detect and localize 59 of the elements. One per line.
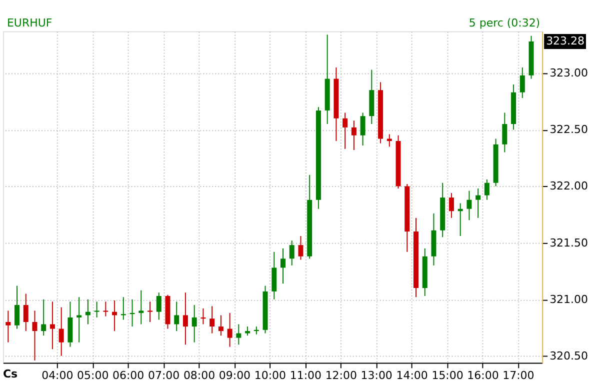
x-tick-label: 10:00 <box>254 369 286 382</box>
candlestick <box>32 310 38 361</box>
candlestick <box>298 236 304 260</box>
y-tick-label: 322.00 <box>550 180 588 193</box>
x-tick-label: 12:00 <box>325 369 357 382</box>
candlestick <box>138 290 144 325</box>
candlestick <box>245 326 250 336</box>
candlestick <box>103 301 108 317</box>
candlestick <box>280 248 286 284</box>
chart-title: EURHUF <box>6 16 52 30</box>
candlestick <box>148 301 152 322</box>
y-tick-label: 321.50 <box>550 236 588 250</box>
candlestick <box>466 190 472 221</box>
x-tick-label: 08:00 <box>183 369 216 382</box>
candlestick <box>360 112 366 146</box>
y-tick-label: 320.50 <box>550 349 588 362</box>
x-tick-label: 05:00 <box>77 369 109 382</box>
candlestick <box>76 296 82 343</box>
candlestick <box>386 134 392 148</box>
candlestick <box>210 306 215 334</box>
candlestick <box>23 293 28 332</box>
candlestick <box>342 112 348 150</box>
candlestick <box>41 298 46 336</box>
candlestick <box>14 285 20 330</box>
candlestick <box>289 240 294 266</box>
x-tick-label: 14:00 <box>396 369 428 382</box>
x-tick-label: 15:00 <box>432 369 464 382</box>
candlestick <box>182 292 188 346</box>
annotation: 323.28 <box>546 34 584 48</box>
x-tick-label: 13:00 <box>360 369 392 382</box>
candlestick <box>448 192 454 218</box>
x-tick-label: 17:00 <box>502 369 534 382</box>
candlestick <box>94 301 100 318</box>
candlestick <box>58 306 64 356</box>
candlestick <box>351 120 356 151</box>
x-tick-label: 07:00 <box>148 369 180 382</box>
x-tick-label: 16:00 <box>467 369 499 382</box>
candlestick <box>192 304 197 343</box>
x-tick-label: 04:00 <box>42 369 74 382</box>
candlestick <box>476 188 481 218</box>
candlestick <box>227 312 232 348</box>
text: Cs <box>2 368 18 381</box>
candlestick <box>520 66 525 99</box>
text: 5 perc (0:32) <box>468 16 540 30</box>
x-tick-label: 11:00 <box>290 369 322 382</box>
candlestick <box>484 178 490 200</box>
y-tick-label: 321.00 <box>550 292 588 306</box>
candlestick <box>50 301 55 350</box>
candlestick <box>236 324 242 346</box>
x-tick-label: 09:00 <box>218 369 251 382</box>
y-tick-label: 322.50 <box>550 123 588 136</box>
candlestick <box>156 292 162 320</box>
candlestick <box>502 112 508 153</box>
candlestick <box>272 251 277 300</box>
candlestick <box>174 301 180 332</box>
candlestick <box>218 314 224 336</box>
candlestick <box>6 310 11 343</box>
y-tick-label: 323.00 <box>550 66 588 80</box>
x-tick-label: 06:00 <box>112 369 144 382</box>
